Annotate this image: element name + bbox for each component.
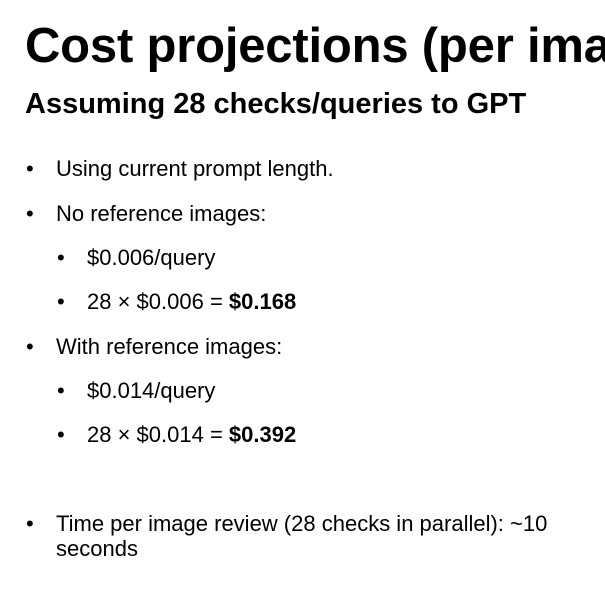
slide-title: Cost projections (per image) [25, 19, 605, 73]
bullet-text-total: $0.392 [228, 422, 297, 447]
bullet-text: $0.014/query [87, 378, 216, 403]
bullet-text: Time per image review (28 checks in para… [56, 511, 548, 561]
bullet-text: With reference images: [56, 334, 283, 359]
bullet-text: Using current prompt length. [56, 156, 334, 181]
slide-subtitle: Assuming 28 checks/queries to GPT [25, 88, 527, 120]
sub-bullet-no-ref-per-query: • $0.006/query [57, 245, 216, 270]
bullet-item-with-reference: • With reference images: [26, 334, 283, 359]
bullet-item-no-reference: • No reference images: [26, 201, 267, 226]
bullet-dot-icon: • [26, 511, 34, 536]
bullet-item-prompt-length: • Using current prompt length. [26, 156, 334, 181]
bullet-text-total: $0.168 [228, 289, 297, 314]
bullet-dot-icon: • [57, 245, 65, 270]
bullet-dot-icon: • [26, 201, 34, 226]
sub-bullet-no-ref-total: • 28 × $0.006 = $0.168 [57, 289, 297, 314]
bullet-text-prefix: 28 × $0.014 = [87, 422, 229, 447]
bullet-text: No reference images: [56, 201, 267, 226]
sub-bullet-with-ref-per-query: • $0.014/query [57, 378, 216, 403]
bullet-dot-icon: • [57, 289, 65, 314]
bullet-text: $0.006/query [87, 245, 216, 270]
sub-bullet-with-ref-total: • 28 × $0.014 = $0.392 [57, 422, 297, 447]
bullet-dot-icon: • [26, 334, 34, 359]
bullet-text-prefix: 28 × $0.006 = [87, 289, 229, 314]
bullet-dot-icon: • [57, 422, 65, 447]
bullet-dot-icon: • [57, 378, 65, 403]
bullet-item-review-time: • Time per image review (28 checks in pa… [26, 511, 601, 561]
bullet-dot-icon: • [26, 156, 34, 181]
